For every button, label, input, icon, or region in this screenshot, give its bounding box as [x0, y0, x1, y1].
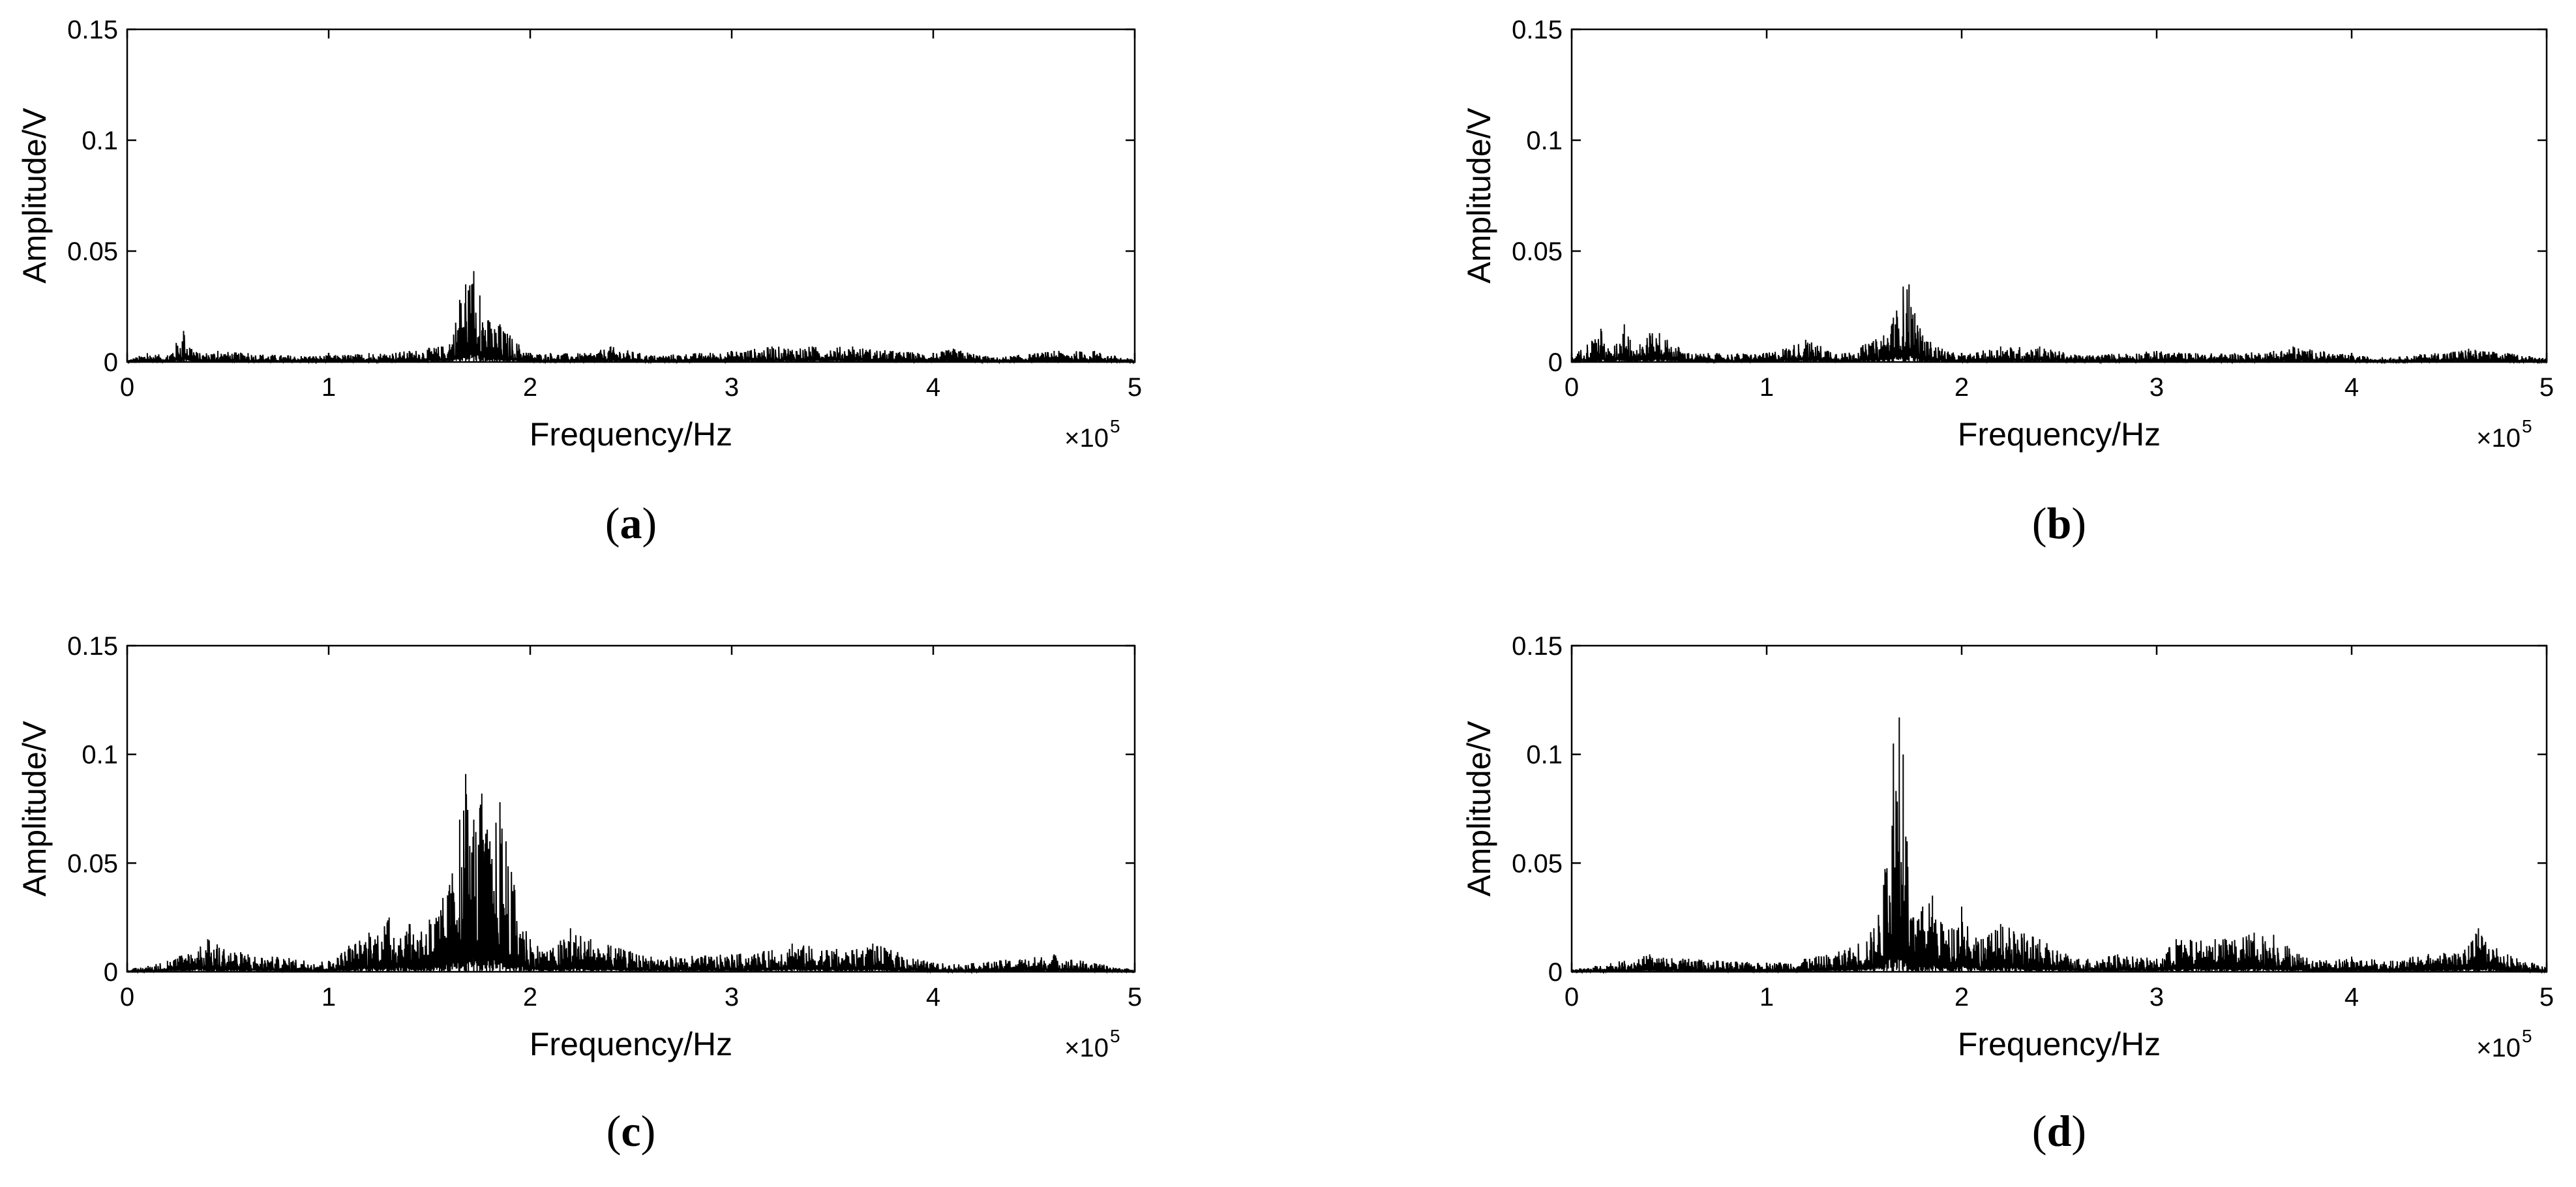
spectrum-trace-d: [1571, 717, 2547, 974]
x-tick-label: 2: [1954, 983, 1969, 1012]
x-tick-label: 5: [2539, 373, 2554, 402]
x-tick-label: 4: [926, 983, 940, 1012]
x-multiplier-exponent: 5: [2522, 416, 2532, 436]
x-tick-label: 0: [120, 983, 134, 1012]
x-tick-label: 5: [1128, 983, 1142, 1012]
y-tick-label: 0.1: [1526, 127, 1563, 155]
y-tick-label: 0.15: [1512, 16, 1563, 44]
axes-box-c: [126, 644, 1136, 973]
x-multiplier-exponent: 5: [1110, 1026, 1120, 1046]
x-tick-label: 3: [725, 373, 739, 402]
y-tick-label: 0.1: [82, 127, 118, 155]
y-tick-label: 0.15: [1512, 632, 1563, 661]
x-axis-label: Frequency/Hz: [1958, 1026, 2161, 1062]
x-tick-label: 1: [322, 983, 336, 1012]
x-tick-label: 1: [1760, 373, 1774, 402]
panel-caption: (a): [605, 498, 657, 548]
y-axis-label: Amplitude/V: [1461, 108, 1497, 284]
x-multiplier-exponent: 5: [1110, 416, 1120, 436]
y-tick-label: 0.1: [1526, 741, 1563, 770]
panel-a: 00.050.10.150 1 2 3 4 5×10 5Frequency/HzAmplit…: [16, 16, 1142, 548]
x-tick-label: 2: [523, 983, 537, 1012]
x-tick-label: 2: [523, 373, 537, 402]
x-tick-label: 4: [2344, 983, 2359, 1012]
x-tick-label: 3: [725, 983, 739, 1012]
y-tick-label: 0.05: [67, 237, 118, 266]
x-multiplier-label: ×10: [2476, 424, 2521, 453]
x-tick-label: 0: [1565, 983, 1579, 1012]
spectrum-trace-c: [127, 774, 1135, 974]
panel-caption: (b): [2032, 498, 2086, 548]
y-tick-label: 0.15: [67, 632, 118, 661]
y-tick-label: 0.1: [82, 741, 118, 770]
axes-box-b: [1570, 28, 2548, 363]
panel-d: 00.050.10.150 1 2 3 4 5×10 5Frequency/HzAmplit…: [1461, 632, 2554, 1156]
y-tick-label: 0: [104, 958, 118, 987]
y-tick-label: 0.05: [1512, 849, 1563, 878]
x-axis-label: Frequency/Hz: [1958, 416, 2161, 453]
x-multiplier-label: ×10: [2476, 1034, 2521, 1062]
x-tick-label: 5: [1128, 373, 1142, 402]
x-tick-label: 1: [322, 373, 336, 402]
y-tick-label: 0.05: [1512, 237, 1563, 266]
x-tick-label: 0: [1565, 373, 1579, 402]
x-multiplier-label: ×10: [1064, 424, 1109, 453]
y-tick-label: 0.05: [67, 849, 118, 878]
x-multiplier-exponent: 5: [2522, 1026, 2532, 1046]
x-tick-label: 3: [2149, 373, 2164, 402]
panel-caption: (d): [2032, 1106, 2086, 1156]
panel-c: 00.050.10.150 1 2 3 4 5×10 5Frequency/HzAmplit…: [16, 632, 1142, 1156]
x-multiplier-label: ×10: [1064, 1034, 1109, 1062]
y-tick-label: 0.15: [67, 16, 118, 44]
y-tick-label: 0: [1548, 348, 1563, 377]
x-axis-label: Frequency/Hz: [530, 416, 732, 453]
x-axis-label: Frequency/Hz: [530, 1026, 732, 1062]
panel-b: 00.050.10.150 1 2 3 4 5×10 5Frequency/HzAmplit…: [1461, 16, 2554, 548]
x-tick-label: 3: [2149, 983, 2164, 1012]
panel-caption: (c): [607, 1106, 656, 1156]
x-tick-label: 4: [926, 373, 940, 402]
x-tick-label: 1: [1760, 983, 1774, 1012]
y-tick-label: 0: [104, 348, 118, 377]
x-tick-label: 5: [2539, 983, 2554, 1012]
axes-box-d: [1570, 644, 2548, 973]
x-tick-label: 4: [2344, 373, 2359, 402]
y-axis-label: Amplitude/V: [16, 721, 53, 897]
spectrum-trace-a: [127, 271, 1135, 365]
y-tick-label: 0: [1548, 958, 1563, 987]
axes-box-a: [126, 28, 1136, 363]
y-axis-label: Amplitude/V: [16, 108, 53, 284]
y-axis-label: Amplitude/V: [1461, 721, 1497, 897]
x-tick-label: 2: [1954, 373, 1969, 402]
x-tick-label: 0: [120, 373, 134, 402]
spectrum-trace-b: [1571, 284, 2547, 365]
